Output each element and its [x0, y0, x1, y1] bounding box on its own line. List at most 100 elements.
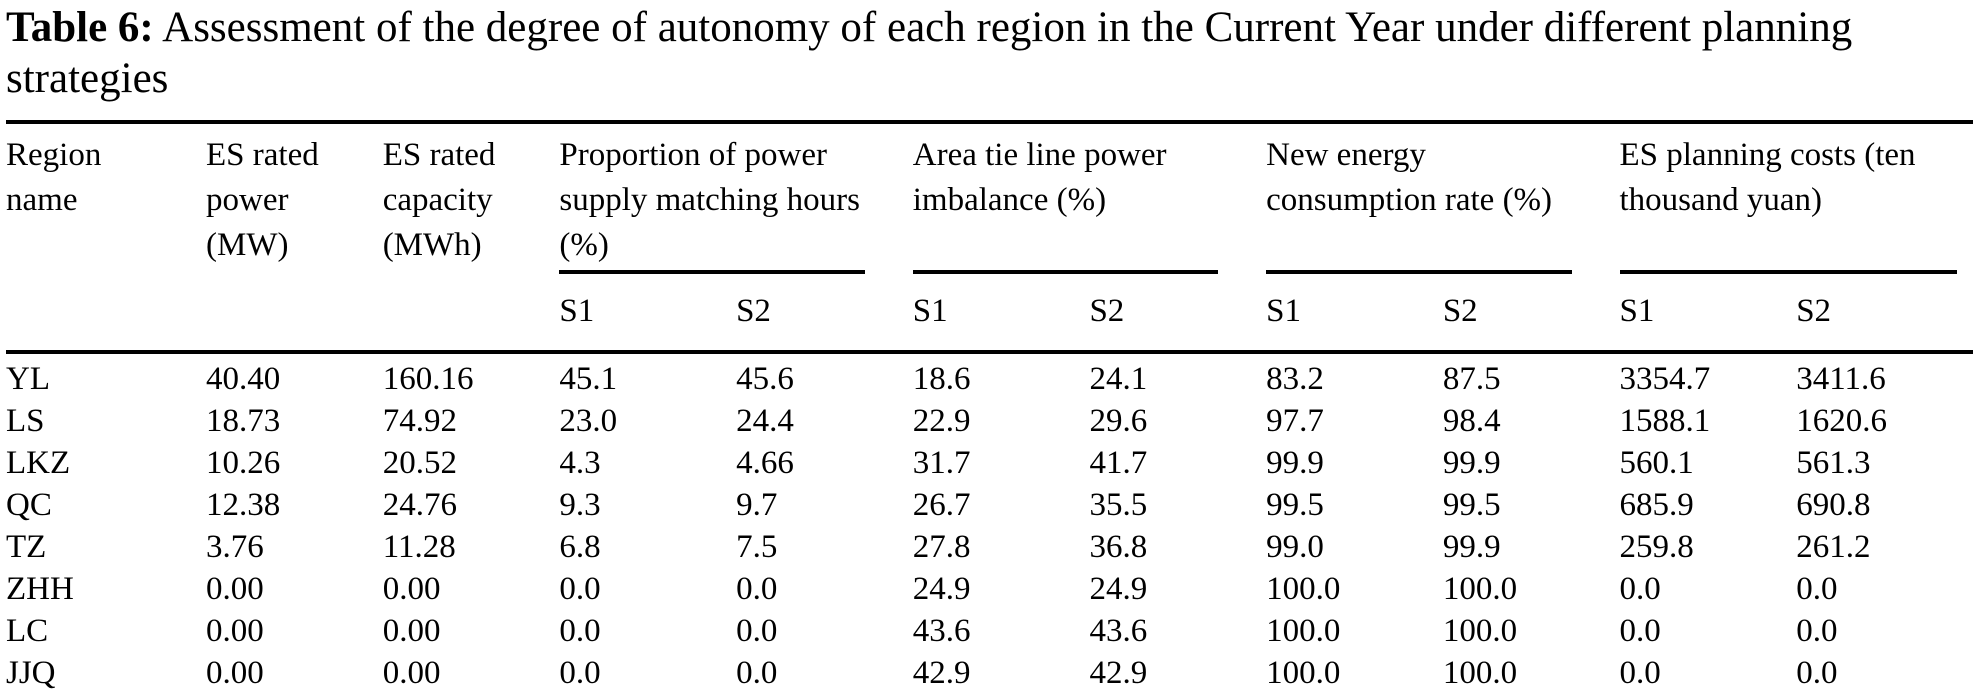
- table-row: YL 40.40 160.16 45.1 45.6 18.6 24.1 83.2…: [6, 352, 1973, 400]
- scenario-header-s1: S1: [559, 276, 737, 354]
- data-cell: 42.9: [912, 655, 971, 691]
- autonomy-assessment-table: Region name ES rated power (MW) ES rated…: [6, 120, 1973, 696]
- table-header: Region name ES rated power (MW) ES rated…: [6, 122, 1973, 354]
- region-name-cell: ZHH: [6, 571, 74, 607]
- table-caption: Table 6: Assessment of the degree of aut…: [6, 2, 1973, 104]
- data-cell: 45.6: [736, 361, 794, 397]
- data-cell: 560.1: [1619, 445, 1694, 481]
- group-header-matching-hours: Proportion of power supply matching hour…: [559, 137, 861, 263]
- data-cell: 1620.6: [1796, 403, 1887, 439]
- data-cell: 36.8: [1089, 529, 1148, 565]
- data-cell: 99.5: [1442, 487, 1501, 523]
- spanner-rule-line: [559, 270, 865, 274]
- data-cell: 26.7: [912, 487, 971, 523]
- data-cell: 74.92: [382, 403, 457, 439]
- scenario-header-s2: S2: [1442, 276, 1620, 354]
- data-cell: 40.40: [206, 361, 281, 397]
- data-cell: 20.52: [382, 445, 457, 481]
- data-cell: 98.4: [1442, 403, 1501, 439]
- data-cell: 0.00: [206, 613, 264, 649]
- group-header-consumption-rate: New energy consumption rate (%): [1266, 137, 1553, 218]
- spanner-rule-line: [1619, 270, 1957, 274]
- data-cell: 3411.6: [1796, 361, 1886, 397]
- data-cell: 99.9: [1442, 529, 1501, 565]
- group-header-tie-line-imbalance: Area tie line power imbalance (%): [912, 137, 1167, 218]
- data-cell: 690.8: [1796, 487, 1871, 523]
- data-cell: 43.6: [912, 613, 971, 649]
- data-cell: 97.7: [1266, 403, 1324, 439]
- data-cell: 0.0: [736, 613, 778, 649]
- data-cell: 160.16: [382, 361, 474, 397]
- data-cell: 41.7: [1089, 445, 1148, 481]
- data-cell: 24.76: [382, 487, 457, 523]
- data-cell: 100.0: [1442, 571, 1518, 607]
- data-cell: 100.0: [1266, 613, 1341, 649]
- region-name-cell: TZ: [6, 529, 47, 565]
- data-cell: 100.0: [1266, 655, 1341, 691]
- data-cell: 0.0: [1796, 571, 1838, 607]
- scenario-header-s2: S2: [1796, 276, 1973, 354]
- region-name-cell: LS: [6, 403, 45, 439]
- scenario-header-s1: S1: [1619, 276, 1797, 354]
- table-row: QC 12.38 24.76 9.3 9.7 26.7 35.5 99.5 99…: [6, 484, 1973, 526]
- table-row: JJQ 0.00 0.00 0.0 0.0 42.9 42.9 100.0 10…: [6, 652, 1973, 696]
- data-cell: 45.1: [559, 361, 618, 397]
- data-cell: 0.0: [559, 571, 601, 607]
- data-cell: 42.9: [1089, 655, 1148, 691]
- data-cell: 0.00: [382, 571, 441, 607]
- region-name-cell: YL: [6, 361, 50, 397]
- data-cell: 0.00: [382, 613, 441, 649]
- table-caption-text: Assessment of the degree of autonomy of …: [6, 4, 1853, 102]
- spanner-rule-line: [912, 270, 1219, 274]
- table-row: TZ 3.76 11.28 6.8 7.5 27.8 36.8 99.0 99.…: [6, 526, 1973, 568]
- data-cell: 99.9: [1266, 445, 1324, 481]
- data-cell: 22.9: [912, 403, 971, 439]
- data-cell: 100.0: [1442, 655, 1518, 691]
- data-cell: 0.0: [559, 613, 601, 649]
- data-cell: 31.7: [912, 445, 971, 481]
- col-header-es-rated-power: ES rated power (MW): [206, 122, 383, 354]
- table-row: ZHH 0.00 0.00 0.0 0.0 24.9 24.9 100.0 10…: [6, 568, 1973, 610]
- region-name-cell: QC: [6, 487, 52, 523]
- data-cell: 87.5: [1442, 361, 1501, 397]
- data-cell: 0.0: [736, 655, 778, 691]
- data-cell: 0.0: [1619, 613, 1661, 649]
- data-cell: 3.76: [206, 529, 264, 565]
- data-cell: 18.73: [206, 403, 281, 439]
- data-cell: 99.5: [1266, 487, 1324, 523]
- data-cell: 12.38: [206, 487, 281, 523]
- data-cell: 0.0: [736, 571, 778, 607]
- scenario-header-s1: S1: [1266, 276, 1443, 354]
- data-cell: 9.7: [736, 487, 778, 523]
- data-cell: 24.1: [1089, 361, 1148, 397]
- group-header-planning-costs: ES planning costs (ten thousand yuan): [1619, 137, 1916, 218]
- data-cell: 0.0: [1619, 655, 1661, 691]
- col-header-region: Region name: [6, 122, 206, 354]
- data-cell: 0.0: [1796, 655, 1838, 691]
- data-cell: 0.0: [1619, 571, 1661, 607]
- data-cell: 6.8: [559, 529, 601, 565]
- spanner-rule-row: [6, 268, 1973, 276]
- data-cell: 18.6: [912, 361, 971, 397]
- data-cell: 24.9: [912, 571, 971, 607]
- scenario-header-row: S1 S2 S1 S2 S1 S2 S1 S2: [6, 276, 1973, 354]
- data-cell: 0.00: [206, 655, 264, 691]
- table-row: LS 18.73 74.92 23.0 24.4 22.9 29.6 97.7 …: [6, 400, 1973, 442]
- region-name-cell: LKZ: [6, 445, 71, 481]
- data-cell: 99.9: [1442, 445, 1501, 481]
- spanner-rule-line: [1266, 270, 1572, 274]
- data-cell: 29.6: [1089, 403, 1148, 439]
- data-cell: 0.0: [559, 655, 601, 691]
- data-cell: 685.9: [1619, 487, 1694, 523]
- data-cell: 24.9: [1089, 571, 1148, 607]
- col-header-es-rated-capacity: ES rated capacity (MWh): [382, 122, 560, 354]
- data-cell: 3354.7: [1619, 361, 1711, 397]
- table-caption-label: Table 6:: [6, 4, 154, 51]
- region-name-cell: JJQ: [6, 655, 56, 691]
- data-cell: 24.4: [736, 403, 794, 439]
- data-cell: 0.00: [382, 655, 441, 691]
- spanner-rule-tie-line-imbalance: [912, 268, 1266, 276]
- table-row: LC 0.00 0.00 0.0 0.0 43.6 43.6 100.0 100…: [6, 610, 1973, 652]
- scenario-header-s2: S2: [736, 276, 913, 354]
